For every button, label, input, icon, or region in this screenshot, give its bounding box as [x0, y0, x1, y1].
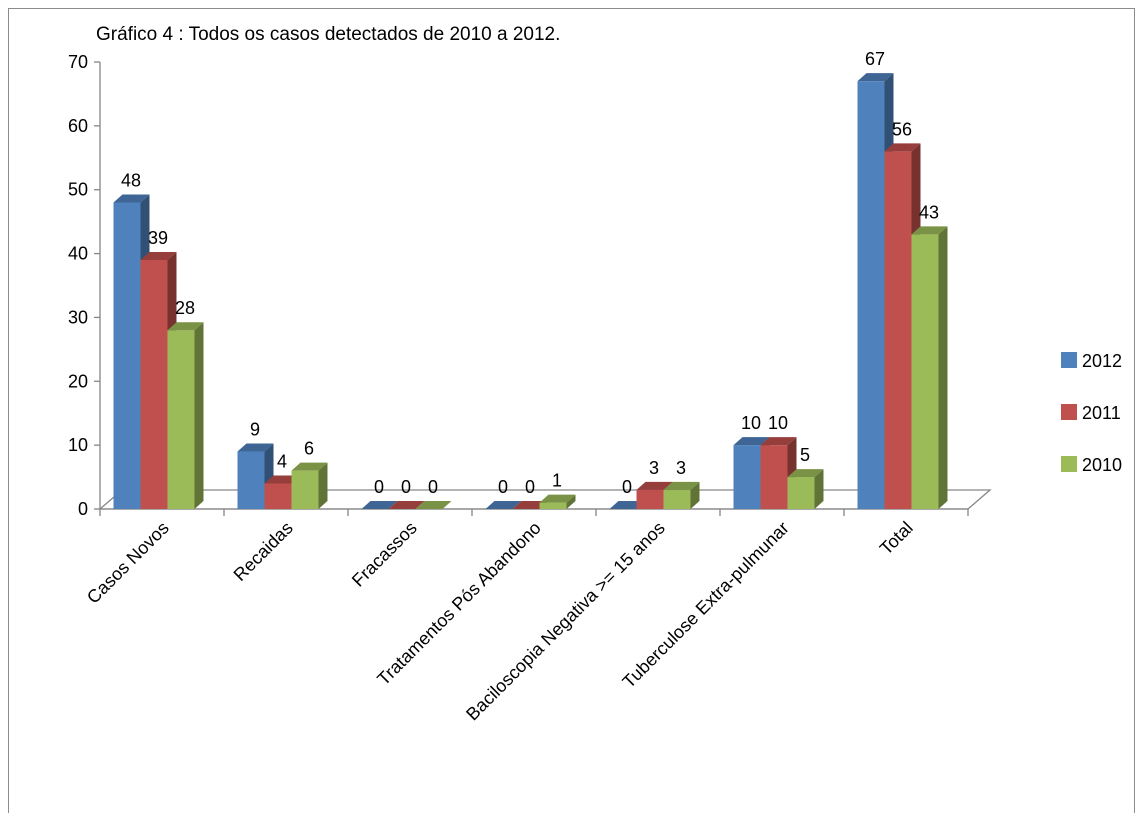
- bar-2010: [664, 490, 691, 509]
- bar-2011: [265, 483, 292, 509]
- y-tick-label: 70: [68, 52, 88, 72]
- x-category-label: Casos Novos: [83, 518, 173, 608]
- bar-2010: [168, 330, 195, 509]
- legend-swatch-2010: [1061, 456, 1077, 472]
- data-label-2011: 39: [148, 228, 168, 248]
- data-label-2011: 0: [525, 477, 535, 497]
- bar-2011: [761, 445, 788, 509]
- chart-title: Gráfico 4 : Todos os casos detectados de…: [96, 24, 560, 45]
- data-label-2010: 3: [676, 458, 686, 478]
- x-category-label: Baciloscopia Negativa >= 15 anos: [462, 518, 669, 725]
- bar-2012: [858, 81, 885, 509]
- y-tick-label: 60: [68, 116, 88, 136]
- bar-2012: [734, 445, 761, 509]
- data-label-2010: 1: [552, 471, 562, 491]
- bar-side-2010: [195, 322, 204, 509]
- legend-label-2010: 2010: [1082, 455, 1122, 475]
- x-category-label: Total: [876, 518, 917, 559]
- data-label-2010: 28: [175, 298, 195, 318]
- bar-2011: [885, 151, 912, 509]
- legend: 2012 2011 2010: [1061, 351, 1122, 475]
- x-category-label: Fracassos: [348, 518, 421, 591]
- legend-label-2011: 2011: [1082, 403, 1121, 423]
- data-label-2012: 0: [374, 477, 384, 497]
- y-tick-label: 50: [68, 180, 88, 200]
- bar-2011: [637, 490, 664, 509]
- bar-2011: [141, 260, 168, 509]
- bar-2012: [114, 202, 141, 509]
- legend-label-2012: 2012: [1082, 351, 1122, 371]
- bars: [114, 73, 948, 509]
- bar-2012: [238, 452, 265, 509]
- bar-2010: [292, 471, 319, 509]
- legend-swatch-2012: [1061, 352, 1077, 368]
- data-label-2011: 10: [768, 413, 788, 433]
- data-label-2012: 48: [121, 170, 141, 190]
- data-label-2010: 5: [800, 445, 810, 465]
- data-label-2012: 0: [622, 477, 632, 497]
- data-label-2010: 6: [304, 439, 314, 459]
- legend-swatch-2011: [1061, 404, 1077, 420]
- bar-2010: [540, 503, 567, 509]
- data-label-2011: 4: [277, 451, 287, 471]
- bar-2010: [912, 234, 939, 509]
- bar-2010: [788, 477, 815, 509]
- bar-side-2010: [319, 463, 328, 509]
- data-label-2012: 9: [250, 420, 260, 440]
- y-tick-label: 40: [68, 244, 88, 264]
- data-label-2010: 43: [919, 202, 939, 222]
- bar-side-2010: [939, 226, 948, 509]
- data-label-2011: 56: [892, 119, 912, 139]
- x-category-label: Recaidas: [230, 518, 297, 585]
- data-label-2010: 0: [428, 477, 438, 497]
- data-label-2012: 0: [498, 477, 508, 497]
- y-tick-label: 10: [68, 435, 88, 455]
- data-label-2012: 67: [865, 49, 885, 69]
- data-label-2011: 0: [401, 477, 411, 497]
- data-label-2012: 10: [741, 413, 761, 433]
- y-tick-label: 0: [78, 499, 88, 519]
- y-tick-label: 20: [68, 371, 88, 391]
- y-tick-label: 30: [68, 307, 88, 327]
- data-label-2011: 3: [649, 458, 659, 478]
